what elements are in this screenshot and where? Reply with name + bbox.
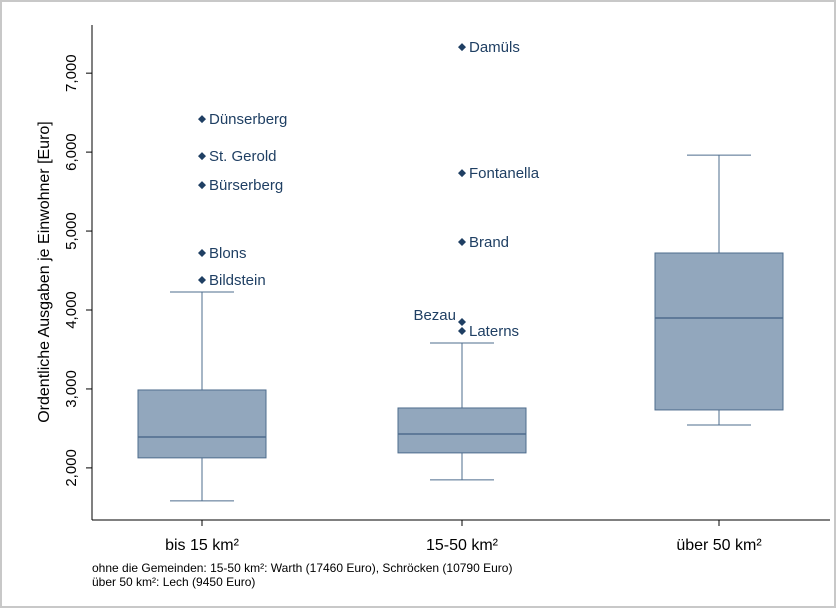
x-tick-label: 15-50 km² [426, 537, 499, 554]
footnote: über 50 km²: Lech (9450 Euro) [92, 575, 255, 589]
outlier-label: Bürserberg [209, 177, 283, 194]
outlier-label: St. Gerold [209, 148, 277, 165]
outlier [198, 249, 206, 257]
outlier-label: Laterns [469, 323, 519, 340]
outlier [458, 318, 466, 326]
outlier [458, 327, 466, 335]
y-tick-label: 6,000 [63, 133, 80, 171]
box [137, 389, 267, 459]
outlier [458, 169, 466, 178]
outlier [198, 152, 206, 161]
outlier [198, 115, 206, 124]
outlier-label: Blons [209, 245, 247, 262]
outlier [458, 238, 466, 247]
y-tick-label: 4,000 [63, 291, 80, 329]
y-tick-label: 5,000 [63, 212, 80, 250]
x-tick-label: bis 15 km² [165, 537, 239, 554]
outlier-label: Dünserberg [209, 111, 287, 128]
outlier-label: Bezau [413, 307, 456, 324]
outlier [198, 276, 206, 284]
outlier-label: Brand [469, 234, 509, 251]
outlier [198, 181, 206, 190]
outlier-label: Bildstein [209, 272, 266, 289]
y-tick-label: 2,000 [63, 449, 80, 487]
outlier [458, 43, 466, 52]
y-tick-label: 3,000 [63, 370, 80, 408]
outlier-label: Damüls [469, 39, 520, 56]
box [654, 252, 784, 411]
footnote: ohne die Gemeinden: 15-50 km²: Warth (17… [92, 561, 512, 575]
y-axis-label: Ordentliche Ausgaben je Einwohner [Euro] [36, 121, 53, 423]
y-tick-label: 7,000 [63, 54, 80, 92]
box [397, 407, 527, 454]
outlier-label: Fontanella [469, 165, 540, 182]
x-tick-label: über 50 km² [676, 537, 762, 554]
